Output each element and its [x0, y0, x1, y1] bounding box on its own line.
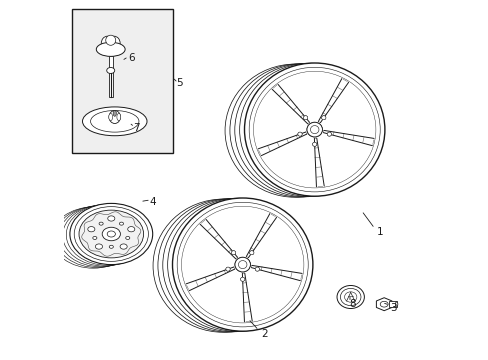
Text: 1: 1: [376, 227, 383, 237]
Ellipse shape: [306, 122, 322, 137]
Polygon shape: [314, 138, 324, 187]
Ellipse shape: [306, 122, 322, 137]
Ellipse shape: [303, 116, 307, 120]
Ellipse shape: [326, 132, 331, 136]
Ellipse shape: [235, 257, 250, 272]
Polygon shape: [376, 298, 391, 311]
Ellipse shape: [310, 126, 318, 134]
Polygon shape: [258, 132, 306, 156]
Ellipse shape: [119, 222, 123, 225]
Ellipse shape: [113, 111, 116, 116]
Ellipse shape: [105, 35, 116, 45]
Ellipse shape: [101, 36, 113, 50]
Ellipse shape: [125, 237, 129, 239]
Ellipse shape: [102, 227, 120, 241]
Ellipse shape: [235, 257, 250, 272]
Ellipse shape: [82, 107, 147, 136]
Ellipse shape: [88, 226, 95, 232]
Ellipse shape: [95, 244, 102, 249]
Ellipse shape: [96, 42, 125, 57]
Ellipse shape: [240, 277, 244, 281]
Ellipse shape: [99, 222, 103, 225]
Ellipse shape: [70, 203, 152, 265]
Polygon shape: [251, 265, 302, 281]
Ellipse shape: [127, 226, 135, 232]
Ellipse shape: [244, 63, 384, 196]
Ellipse shape: [225, 267, 230, 271]
Text: 8: 8: [348, 299, 355, 309]
Polygon shape: [200, 219, 237, 259]
Ellipse shape: [249, 251, 253, 255]
Ellipse shape: [231, 251, 235, 255]
Bar: [108, 57, 113, 97]
Ellipse shape: [297, 132, 302, 136]
Text: 7: 7: [133, 123, 140, 133]
Ellipse shape: [225, 267, 230, 271]
Text: 4: 4: [149, 197, 156, 207]
Ellipse shape: [120, 244, 127, 249]
Ellipse shape: [231, 251, 235, 255]
Polygon shape: [246, 213, 276, 258]
Ellipse shape: [312, 142, 316, 146]
Ellipse shape: [249, 251, 253, 255]
Ellipse shape: [117, 113, 121, 121]
Ellipse shape: [321, 116, 325, 120]
Ellipse shape: [109, 111, 120, 123]
Ellipse shape: [79, 210, 143, 258]
Polygon shape: [271, 84, 309, 124]
Ellipse shape: [93, 237, 97, 239]
Ellipse shape: [108, 113, 112, 121]
Polygon shape: [318, 78, 348, 123]
Ellipse shape: [106, 67, 115, 73]
Ellipse shape: [394, 302, 397, 306]
Text: 3: 3: [389, 303, 396, 313]
Ellipse shape: [238, 261, 246, 269]
Bar: [388, 301, 396, 307]
Text: 2: 2: [261, 329, 267, 339]
Polygon shape: [186, 267, 234, 291]
Ellipse shape: [321, 116, 325, 120]
Ellipse shape: [109, 245, 113, 248]
Polygon shape: [242, 273, 252, 322]
Ellipse shape: [255, 267, 259, 271]
Ellipse shape: [297, 132, 302, 136]
Ellipse shape: [303, 116, 307, 120]
Ellipse shape: [172, 198, 312, 331]
Ellipse shape: [336, 285, 364, 309]
Ellipse shape: [240, 277, 244, 281]
Text: 6: 6: [127, 53, 134, 63]
Polygon shape: [323, 130, 373, 146]
Bar: [72, 9, 173, 153]
Ellipse shape: [108, 36, 120, 50]
Text: 5: 5: [176, 78, 183, 88]
Ellipse shape: [255, 267, 259, 271]
Ellipse shape: [312, 142, 316, 146]
Ellipse shape: [326, 132, 331, 136]
Ellipse shape: [107, 216, 115, 221]
